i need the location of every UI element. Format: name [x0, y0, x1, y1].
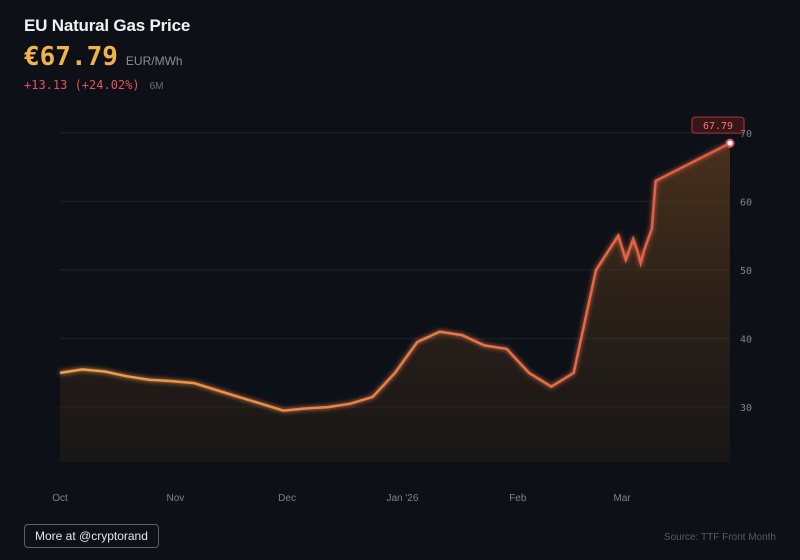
y-tick-label: 40 [740, 335, 752, 346]
y-tick-label: 60 [740, 197, 752, 208]
period-label: 6M [149, 81, 164, 92]
price-unit: EUR/MWh [125, 54, 183, 68]
series-line [59, 141, 731, 412]
chart-title: EU Natural Gas Price [24, 16, 191, 35]
marker-layer: 67.79 [691, 116, 745, 148]
x-tick-label: Oct [52, 493, 68, 504]
x-tick-label: Nov [166, 493, 184, 504]
y-axis: 30 40 50 60 70 [740, 129, 752, 414]
y-tick-label: 50 [740, 266, 752, 277]
x-axis: Oct Nov Dec Jan '26 Feb Mar [52, 493, 631, 504]
price-change: +13.13 (+24.02%) [24, 78, 140, 92]
change-row: +13.13 (+24.02%) 6M [24, 78, 190, 92]
x-tick-label: Dec [278, 493, 296, 504]
last-value-label: 67.79 [703, 121, 733, 132]
chart-header: EU Natural Gas Price €67.79 EUR/MWh +13.… [24, 16, 190, 92]
last-value-badge [691, 116, 745, 134]
area-fill [60, 143, 730, 462]
current-price: €67.79 [24, 42, 118, 72]
last-point-marker [725, 138, 735, 148]
more-button[interactable]: More at @cryptorand [24, 524, 159, 548]
x-tick-label: Mar [613, 493, 631, 504]
price-row: €67.79 EUR/MWh [24, 42, 190, 72]
source-note: Source: TTF Front Month [663, 532, 776, 543]
x-tick-label: Jan '26 [386, 493, 418, 504]
x-tick-label: Feb [509, 493, 527, 504]
y-tick-label: 70 [740, 129, 752, 140]
y-tick-label: 30 [740, 403, 752, 414]
